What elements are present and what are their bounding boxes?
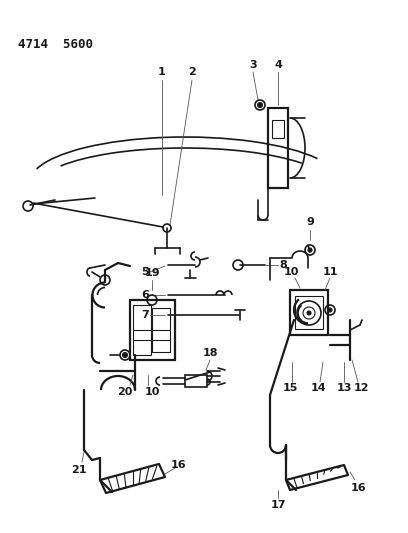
Text: 6: 6 (141, 290, 149, 300)
Circle shape (308, 248, 312, 252)
Text: 5: 5 (141, 267, 149, 277)
Text: 16: 16 (171, 460, 187, 470)
Text: 17: 17 (270, 500, 286, 510)
Text: 7: 7 (141, 310, 149, 320)
Bar (133, 305, 151, 355)
Text: 3: 3 (249, 60, 257, 70)
Text: 8: 8 (279, 260, 287, 270)
Text: 16: 16 (350, 483, 366, 493)
Circle shape (328, 308, 332, 312)
Text: 19: 19 (144, 268, 160, 278)
Text: 11: 11 (322, 267, 338, 277)
Bar (295, 296, 323, 329)
Text: 4714  5600: 4714 5600 (18, 38, 93, 51)
Circle shape (307, 311, 311, 315)
Bar (130, 300, 175, 360)
Text: 10: 10 (283, 267, 299, 277)
Text: 18: 18 (202, 348, 218, 358)
Text: 2: 2 (188, 67, 196, 77)
Circle shape (257, 102, 262, 108)
Circle shape (122, 352, 127, 358)
Text: 20: 20 (118, 387, 133, 397)
Bar (152, 308, 170, 352)
Text: 13: 13 (336, 383, 352, 393)
Text: 4: 4 (274, 60, 282, 70)
Text: 21: 21 (71, 465, 87, 475)
Text: 1: 1 (158, 67, 166, 77)
Text: 14: 14 (310, 383, 326, 393)
Bar (268, 108, 288, 188)
Bar (290, 290, 328, 335)
Bar (185, 375, 207, 387)
Text: 15: 15 (282, 383, 298, 393)
Text: 9: 9 (306, 217, 314, 227)
Bar (272, 120, 284, 138)
Text: 10: 10 (144, 387, 160, 397)
Text: 12: 12 (353, 383, 369, 393)
